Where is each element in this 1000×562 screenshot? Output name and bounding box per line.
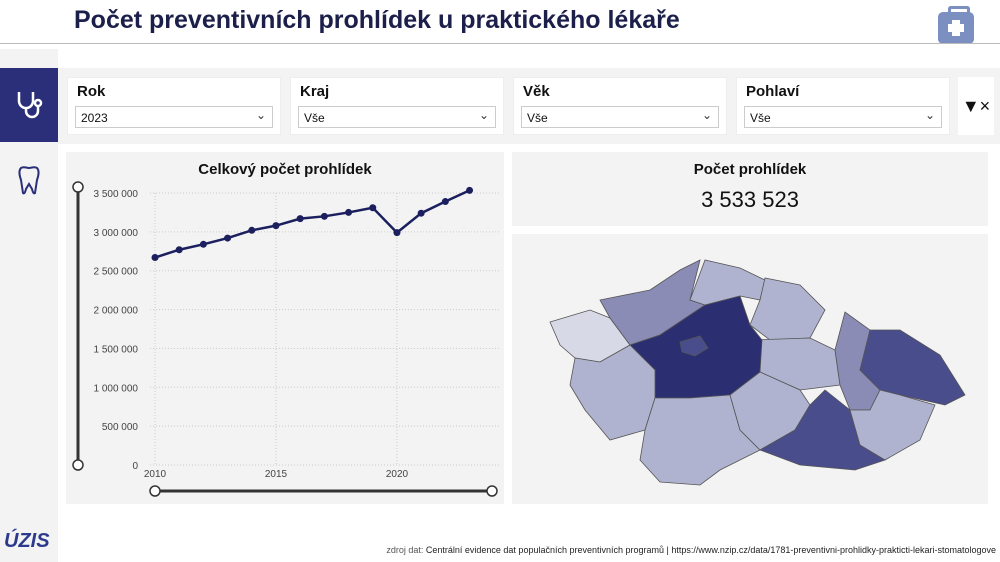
x-tick-label: 2010 [144, 469, 167, 480]
chevron-down-icon: ⌄ [478, 108, 489, 122]
region-dropdown[interactable]: Vše ⌄ [298, 106, 496, 128]
y-tick-label: 2 500 000 [94, 267, 139, 278]
x-slider-handle-left[interactable] [149, 485, 161, 497]
region-moravskoslezsky[interactable] [859, 329, 966, 406]
chevron-down-icon: ⌄ [924, 108, 935, 122]
filter-year: Rok 2023 ⌄ [67, 77, 281, 135]
kpi-value: 3 533 523 [701, 187, 799, 212]
data-point [466, 186, 474, 194]
region-plzensky[interactable] [569, 344, 656, 441]
filter-label: Pohlaví [746, 83, 800, 100]
filter-region: Kraj Vše ⌄ [290, 77, 504, 135]
footer-source: Centrální evidence dat populačních preve… [425, 545, 996, 555]
chevron-down-icon: ⌄ [255, 108, 266, 122]
x-slider-handle-right[interactable] [486, 485, 498, 497]
data-point [296, 215, 304, 223]
sex-dropdown[interactable]: Vše ⌄ [744, 106, 942, 128]
y-tick-label: 1 500 000 [94, 344, 139, 355]
uzis-logo: ÚZIS [4, 530, 50, 552]
y-tick-label: 3 000 000 [94, 228, 139, 239]
medical-kit-icon [938, 6, 974, 44]
region-praha[interactable] [679, 335, 709, 357]
y-tick-label: 2 000 000 [94, 306, 139, 317]
filter-label: Věk [523, 83, 550, 100]
sidebar-item-practitioner[interactable] [0, 68, 58, 142]
dropdown-value: 2023 [81, 111, 108, 125]
filter-sex: Pohlaví Vše ⌄ [736, 77, 950, 135]
data-point [345, 208, 353, 216]
x-tick-label: 2020 [386, 469, 409, 480]
tooth-icon [18, 166, 40, 195]
series-line [154, 189, 471, 259]
stethoscope-icon [17, 92, 43, 119]
filter-clear-icon: ▼× [961, 95, 991, 116]
filter-label: Kraj [300, 83, 330, 100]
filter-label: Rok [77, 83, 106, 100]
region-zlinsky[interactable] [849, 389, 936, 461]
region-liberecky[interactable] [689, 259, 766, 306]
sidebar-item-dentist[interactable] [0, 160, 58, 200]
data-point [369, 204, 377, 212]
data-point [417, 209, 425, 217]
kpi-label: Počet prohlídek [693, 161, 807, 178]
header-divider [0, 43, 1000, 44]
y-slider-handle-bottom[interactable] [72, 459, 84, 471]
dropdown-value: Vše [750, 111, 771, 125]
czech-regions-map [549, 259, 966, 486]
data-point [393, 229, 401, 237]
data-point [248, 226, 256, 234]
region-kralovehradecky[interactable] [749, 277, 826, 341]
y-tick-label: 500 000 [102, 422, 139, 433]
clear-filters-button[interactable]: ▼× [958, 77, 994, 135]
y-slider-handle-top[interactable] [72, 181, 84, 193]
y-tick-label: 0 [132, 461, 138, 472]
age-dropdown[interactable]: Vše ⌄ [521, 106, 719, 128]
data-point [441, 198, 449, 206]
data-point [175, 246, 183, 254]
y-tick-label: 1 000 000 [94, 383, 139, 394]
data-point [151, 254, 159, 262]
year-dropdown[interactable]: 2023 ⌄ [75, 106, 273, 128]
kpi-card: Počet prohlídek 3 533 523 [512, 152, 988, 226]
source-footer: zdroj dat: Centrální evidence dat popula… [386, 545, 996, 555]
x-tick-label: 2015 [265, 469, 288, 480]
data-point [224, 234, 232, 242]
line-chart-panel: Celkový počet prohlídek 0 500 000 1 000 00… [66, 152, 504, 504]
data-point [199, 240, 207, 248]
dropdown-value: Vše [527, 111, 548, 125]
map-panel [512, 234, 988, 504]
chevron-down-icon: ⌄ [701, 108, 712, 122]
chart-title: Celkový počet prohlídek [198, 161, 372, 178]
footer-prefix: zdroj dat: [386, 545, 424, 555]
data-point [272, 222, 280, 230]
line-chart: 0 500 000 1 000 000 1 500 000 2 000 000 2 500… [72, 181, 501, 497]
page-title: Počet preventivních prohlídek u praktick… [74, 6, 680, 34]
y-tick-label: 3 500 000 [94, 189, 139, 200]
dropdown-value: Vše [304, 111, 325, 125]
filter-age: Věk Vše ⌄ [513, 77, 727, 135]
data-point [320, 212, 328, 220]
